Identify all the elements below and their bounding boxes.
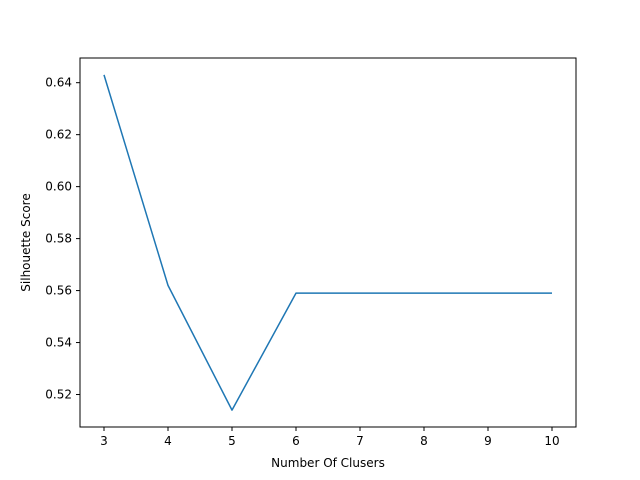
y-tick-label: 0.64 [45,76,72,90]
series-line-0 [103,74,552,411]
x-axis-label: Number Of Clusers [271,456,385,470]
y-tick-label: 0.54 [45,336,72,350]
y-tick-label: 0.52 [45,388,72,402]
x-axis-ticks: 3 4 5 6 7 8 9 10 [100,427,560,448]
y-tick-label: 0.58 [45,232,72,246]
y-tick-label: 0.62 [45,128,72,142]
x-tick-label: 8 [420,434,428,448]
x-tick-label: 10 [544,434,559,448]
x-tick-label: 9 [484,434,492,448]
x-tick-label: 3 [100,434,108,448]
plot-area [103,74,552,411]
y-tick-label: 0.56 [45,284,72,298]
y-axis-ticks: 0.52 0.54 0.56 0.58 0.60 0.62 0.64 [45,76,80,402]
x-tick-label: 4 [164,434,172,448]
x-tick-label: 6 [292,434,300,448]
y-tick-label: 0.60 [45,180,72,194]
axes-frame [79,57,577,428]
y-axis-label: Silhouette Score [19,193,33,291]
x-tick-label: 7 [356,434,364,448]
x-tick-label: 5 [228,434,236,448]
